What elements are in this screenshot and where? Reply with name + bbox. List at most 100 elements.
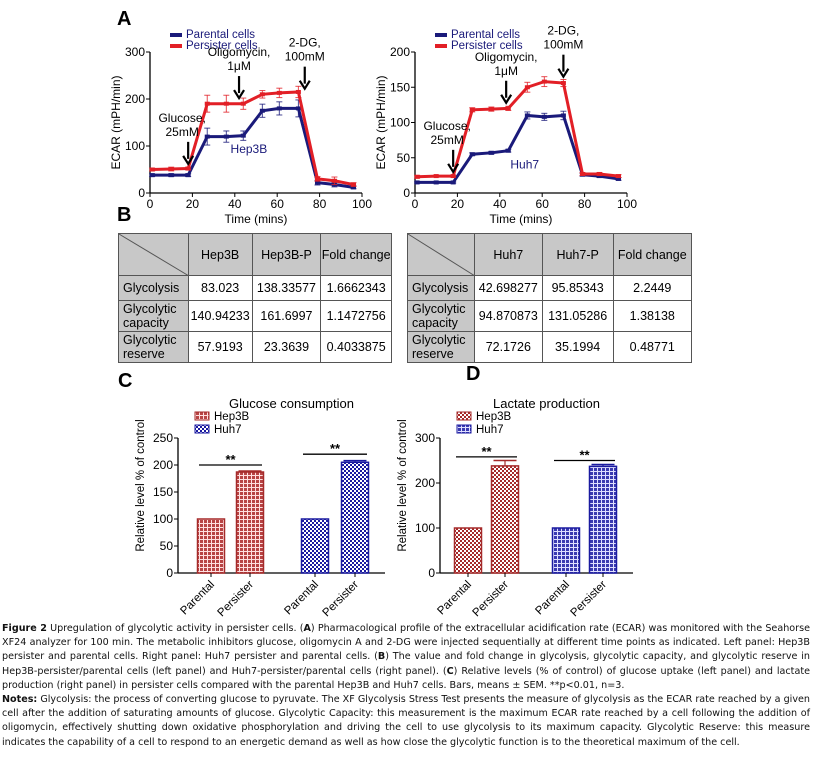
cell-line-label: Huh7: [510, 157, 539, 171]
data-point: [469, 152, 475, 157]
y-tick-label: 0: [166, 566, 173, 580]
data-point: [276, 106, 282, 111]
data-point: [314, 180, 320, 185]
significance-label: **: [225, 452, 236, 467]
arrow-head: [500, 94, 513, 105]
table-row: Glycolytic capacity 94.870873 131.05286 1…: [407, 300, 693, 332]
data-point: [351, 185, 357, 190]
data-point: [541, 79, 547, 84]
significance-label: **: [579, 448, 590, 463]
x-tick-label: 0: [412, 197, 419, 211]
table-row: Glycolytic reserve 57.9193 23.3639 0.4033…: [118, 331, 392, 363]
table-row-label: Glycolytic reserve: [407, 331, 475, 363]
bar: [196, 518, 226, 574]
table-row-label: Glycolytic reserve: [118, 331, 189, 363]
x-tick-label: 60: [271, 197, 285, 211]
x-tick-label: 20: [186, 197, 200, 211]
data-point: [185, 166, 191, 171]
y-axis-label: Relative level % of control: [397, 419, 409, 551]
table-cell: 140.94233: [187, 300, 253, 332]
y-axis-label: ECAR (mPH/min): [374, 75, 388, 169]
y-tick-label: 200: [415, 476, 435, 490]
glucose-consumption-chart: Glucose consumption 0 50 100 150 200 250 Relati…: [135, 396, 385, 619]
caption-text: Upregulation of glycolytic activity in p…: [46, 623, 304, 634]
x-axis-label: Time (mins): [490, 212, 553, 226]
cell-line-label: Hep3B: [231, 142, 268, 156]
table-header-cell: Huh7-P: [541, 233, 614, 276]
y-tick-label: 200: [390, 45, 410, 59]
x-tick-label: 0: [147, 197, 154, 211]
data-point: [204, 101, 210, 106]
annotation-label: Oligomycin,: [208, 45, 271, 59]
data-point: [579, 171, 585, 176]
x-tick-label: Persister: [321, 579, 362, 620]
y-tick-label: 200: [153, 458, 173, 472]
caption-text: ) Pharmacological profile of the extrace…: [2, 623, 810, 663]
legend-label: Parental cells: [186, 29, 255, 41]
table-header-cell: Fold change: [320, 233, 392, 276]
annotation-label: 100mM: [285, 50, 325, 64]
annotation-label: 25mM: [165, 125, 198, 139]
table-row-label: Glycolytic capacity: [118, 300, 189, 332]
x-tick-label: 80: [578, 197, 592, 211]
table-row: Glycolysis 42.698277 95.85343 2.2449: [407, 275, 693, 301]
table-cell: 95.85343: [541, 275, 614, 301]
figure-caption: Figure 2 Upregulation of glycolytic acti…: [2, 622, 810, 750]
caption-text: ) Relative levels (% of control) of gluc…: [2, 665, 810, 691]
arrow-head: [182, 155, 195, 166]
data-point: [488, 107, 494, 112]
legend-label: Huh7: [476, 424, 504, 436]
bar: [453, 527, 483, 574]
y-tick-label: 200: [125, 92, 145, 106]
x-tick-label: Parental: [178, 579, 217, 618]
y-tick-label: 100: [153, 512, 173, 526]
caption-text: ) The value and fold change in glycolysi…: [2, 651, 810, 677]
y-tick-label: 0: [403, 186, 410, 200]
y-tick-label: 150: [390, 80, 410, 94]
x-tick-label: Persister: [569, 579, 610, 620]
data-point: [295, 89, 301, 94]
legend-label: Parental cells: [451, 29, 520, 41]
table-row: Glycolytic capacity 140.94233 161.6997 1.…: [118, 300, 392, 332]
table-cell: 57.9193: [187, 331, 253, 363]
y-tick-label: 100: [415, 521, 435, 535]
data-point: [488, 150, 494, 155]
data-point: [433, 174, 439, 179]
table-cell: 2.2449: [612, 275, 693, 301]
data-point: [450, 180, 456, 185]
annotation-label: 25mM: [430, 133, 463, 147]
legend-label: Hep3B: [476, 411, 511, 423]
data-point: [149, 167, 155, 172]
y-tick-label: 0: [428, 566, 435, 580]
data-point: [414, 180, 420, 185]
legend-swatch: [170, 33, 182, 37]
data-point: [259, 92, 265, 97]
annotation-label: 2-DG,: [547, 24, 579, 38]
panel-label-d: D: [466, 363, 481, 385]
y-axis-label: ECAR (mPH/min): [109, 75, 123, 169]
x-tick-label: 100: [352, 197, 372, 211]
table-cell: 23.3639: [251, 331, 322, 363]
y-tick-label: 50: [160, 539, 174, 553]
table-row: Glycolysis 83.023 138.33577 1.6662343: [118, 275, 392, 301]
y-tick-label: 100: [390, 116, 410, 130]
x-tick-label: Parental: [435, 579, 474, 618]
chart-title: Glucose consumption: [229, 396, 354, 411]
x-tick-label: Persister: [216, 579, 257, 620]
y-tick-label: 300: [415, 431, 435, 445]
bar: [300, 518, 330, 574]
y-tick-label: 0: [138, 186, 145, 200]
persister-line: [152, 90, 354, 187]
legend-swatch: [194, 411, 210, 421]
legend-swatch: [194, 424, 210, 434]
table-row-label: Glycolytic capacity: [407, 300, 475, 332]
annotation-label: Glucose,: [423, 119, 470, 133]
data-point: [223, 101, 229, 106]
legend-label: Persister cells: [451, 40, 523, 52]
bar: [235, 471, 265, 574]
legend-swatch: [170, 44, 182, 48]
lactate-production-chart: Lactate production 0 100 200 300 Relative lev…: [397, 396, 633, 619]
bar: [551, 527, 581, 574]
table-cell: 83.023: [187, 275, 253, 301]
annotation-label: 2-DG,: [289, 36, 321, 50]
